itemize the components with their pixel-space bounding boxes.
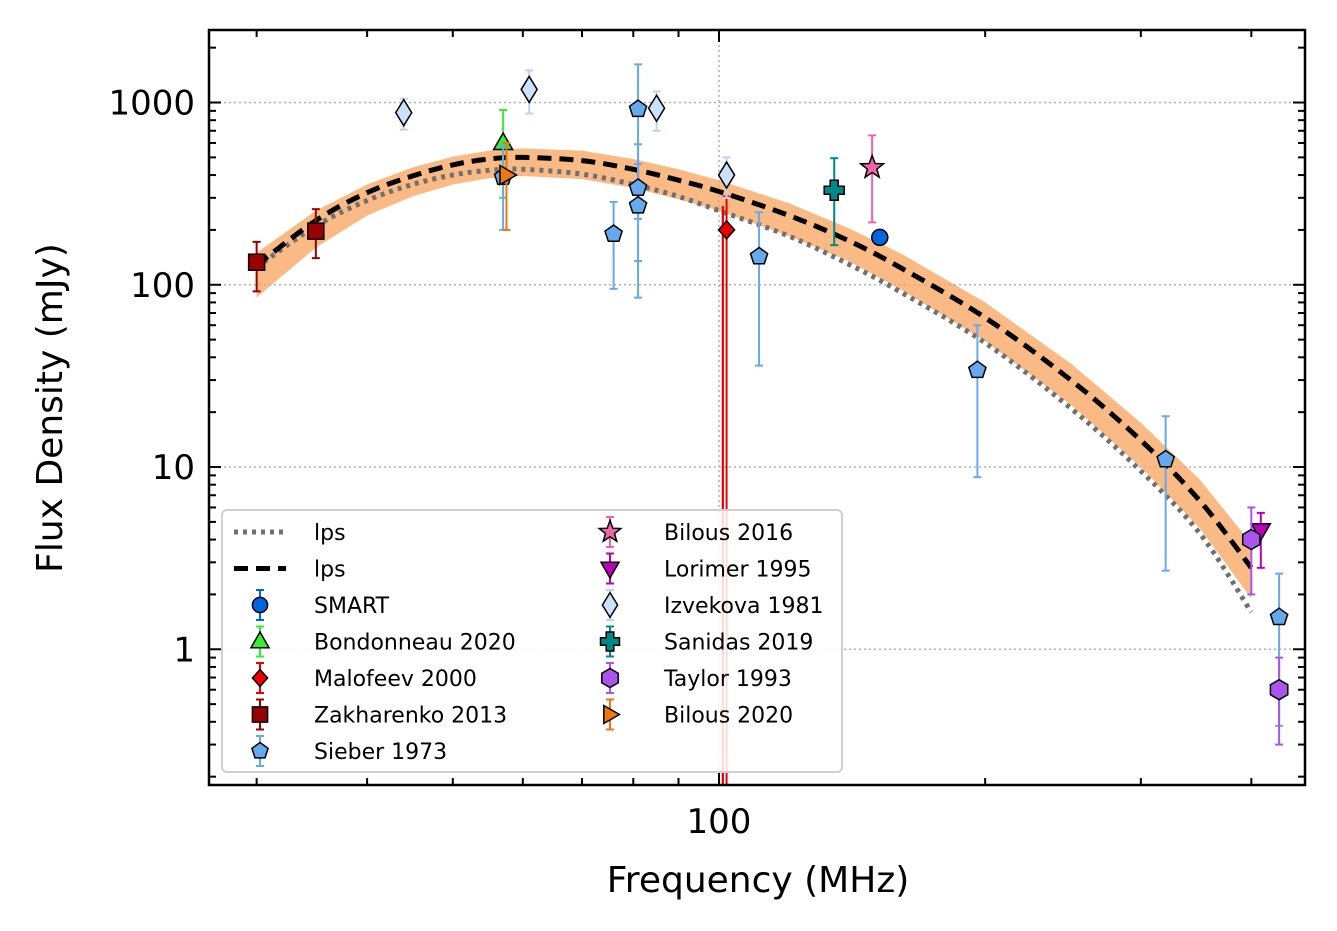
data-point: [307, 222, 325, 240]
legend-label: Bilous 2020: [664, 704, 793, 729]
fit-lines: [255, 154, 1254, 614]
fit-uncertainty-band: [256, 148, 1252, 599]
data-point: [1269, 678, 1289, 701]
legend-marker-swatch: [251, 596, 269, 614]
series-10: [499, 141, 518, 231]
series-4: [493, 63, 1289, 727]
data-point: [823, 179, 845, 202]
error-bar: [1161, 415, 1170, 572]
plot-frame: [207, 28, 1307, 787]
legend-marker-swatch: [597, 518, 623, 543]
y-tick-label: 1: [173, 630, 195, 670]
legend-label: Malofeev 2000: [314, 667, 477, 692]
data-point: [1269, 607, 1289, 626]
data-point: [717, 219, 736, 241]
error-bar: [868, 134, 877, 224]
legend-label: Lorimer 1995: [664, 558, 811, 583]
legend-item: lps: [234, 558, 346, 583]
legend-marker-swatch: [599, 631, 621, 652]
y-tick-label: 10: [152, 448, 195, 488]
legend-marker-swatch: [251, 668, 269, 688]
data-point: [717, 160, 736, 190]
grid: [209, 30, 1305, 785]
error-bar: [1247, 506, 1256, 596]
x-tick-label: 100: [687, 802, 752, 842]
data-point: [520, 74, 539, 104]
y-axis-title: Flux Density (mJy): [30, 243, 71, 573]
legend-item: Taylor 1993: [601, 662, 792, 694]
data-point: [858, 153, 886, 179]
legend-label: lps: [314, 558, 346, 583]
legend-marker-swatch: [599, 561, 621, 580]
data-point: [967, 360, 987, 379]
legend-item: Zakharenko 2013: [251, 698, 507, 731]
y-tick-label: 100: [130, 266, 195, 306]
data-point: [1241, 528, 1261, 551]
legend-label: Bondonneau 2020: [314, 631, 516, 656]
fit-band: [256, 148, 1252, 599]
series-3: [247, 208, 325, 293]
legend-label: SMART: [314, 594, 390, 619]
legend-marker-swatch: [601, 667, 619, 689]
data-point: [647, 93, 666, 123]
legend-box: [221, 509, 843, 773]
fit-line-0: [255, 166, 1254, 614]
data-point: [628, 99, 648, 118]
legend-item: Sieber 1973: [251, 735, 447, 767]
legend-label: Sanidas 2019: [664, 631, 813, 656]
legend-marker-swatch: [251, 706, 269, 723]
data-point: [1156, 449, 1176, 468]
legend-label: Sieber 1973: [314, 740, 447, 765]
error-bar: [1275, 656, 1284, 746]
legend-item: lps: [234, 521, 346, 546]
data-point: [604, 224, 623, 243]
legend-label: Izvekova 1981: [664, 594, 824, 619]
legend-item: Lorimer 1995: [599, 552, 811, 585]
legend-item: Malofeev 2000: [251, 662, 477, 694]
series-5: [858, 134, 886, 224]
series-7: [394, 69, 736, 199]
legend-item: Bilous 2016: [597, 516, 793, 548]
series-8: [823, 157, 845, 247]
legend-item: Bilous 2020: [603, 698, 793, 731]
legend-label: Zakharenko 2013: [314, 704, 507, 729]
legend-item: SMART: [251, 589, 390, 621]
legend-item: Bondonneau 2020: [249, 625, 516, 658]
legend: lps lps SMART Bondonneau 2020 Malofeev 2000 Z…: [221, 509, 843, 773]
error-bar: [502, 141, 511, 231]
data-point: [749, 246, 769, 265]
legend-label: lps: [314, 521, 346, 546]
error-bar: [609, 200, 618, 290]
data-point: [247, 253, 266, 271]
series-0: [871, 228, 889, 247]
legend-item: Izvekova 1981: [601, 589, 824, 621]
error-bar: [973, 324, 982, 479]
series-6: [1250, 511, 1272, 569]
x-axis-title: Frequency (MHz): [607, 860, 910, 901]
data-point: [394, 98, 413, 128]
legend-marker-swatch: [249, 630, 271, 649]
data-point: [628, 195, 648, 214]
data-point: [499, 164, 518, 186]
data-point: [871, 228, 889, 247]
fit-line-1: [255, 154, 1254, 570]
legend-item: Sanidas 2019: [599, 625, 813, 658]
series-9: [1241, 506, 1289, 746]
legend-marker-swatch: [601, 591, 619, 619]
data-points: [247, 63, 1289, 786]
y-tick-label: 1000: [108, 84, 195, 124]
legend-label: Bilous 2016: [664, 521, 793, 546]
legend-marker-swatch: [251, 741, 269, 759]
axes: 100 1 10 100 1000: [108, 28, 1307, 842]
legend-marker-swatch: [603, 704, 622, 725]
error-bar: [830, 157, 839, 247]
legend-label: Taylor 1993: [663, 667, 792, 692]
error-bar: [755, 211, 764, 367]
data-point: [628, 177, 648, 196]
